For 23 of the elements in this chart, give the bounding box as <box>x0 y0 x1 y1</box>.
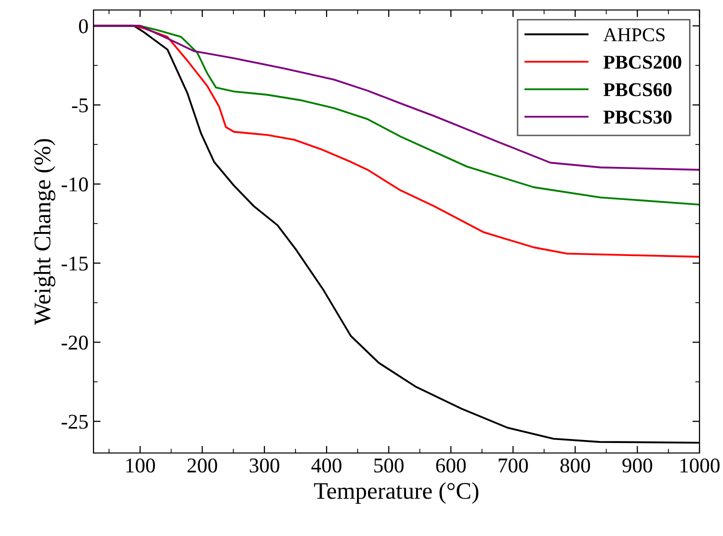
legend-label: PBCS30 <box>603 110 672 124</box>
y-tick-label: 0 <box>79 19 88 34</box>
legend-label: PBCS60 <box>603 83 672 96</box>
legend-label: PBCS200 <box>603 56 682 69</box>
x-tick-label: 200 <box>188 458 218 473</box>
y-axis-title: Weight Change (%) <box>34 139 56 325</box>
x-tick-label: 100 <box>126 458 155 473</box>
x-tick-label: 1000 <box>680 458 720 473</box>
legend-label: AHPCS <box>603 28 665 42</box>
x-axis-title: Temperature (°C) <box>314 482 478 504</box>
x-tick-label: 600 <box>436 458 466 473</box>
x-tick-label: 500 <box>374 458 404 473</box>
y-tick-label: -25 <box>62 414 88 429</box>
x-tick-label: 300 <box>250 458 280 473</box>
x-tick-label: 700 <box>498 458 528 473</box>
line-series <box>94 24 700 171</box>
x-tick-label: 800 <box>560 458 590 473</box>
y-tick-label: -10 <box>62 177 88 192</box>
y-tick-label: -20 <box>62 336 88 350</box>
y-tick-label: -5 <box>72 98 88 112</box>
x-tick-label: 400 <box>311 458 342 473</box>
y-tick-label: -15 <box>62 256 88 271</box>
x-tick-label: 900 <box>622 458 652 473</box>
